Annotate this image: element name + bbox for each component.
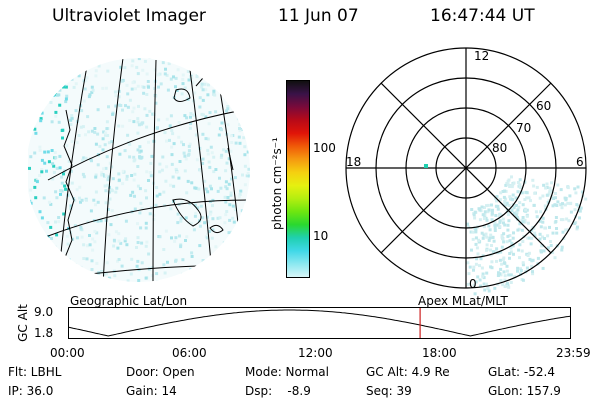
door-info: Door: Open — [126, 365, 195, 379]
colorbar-tick-100: 100 — [313, 141, 336, 155]
time-label: 16:47:44 UT — [430, 6, 535, 26]
lat-label-80: 80 — [492, 141, 507, 155]
mlt-label-18: 18 — [346, 155, 361, 169]
colorbar-label: photon cm⁻²s⁻¹ — [270, 137, 284, 230]
gc-alt-info: GC Alt: 4.9 Re — [366, 365, 450, 379]
xtick-0000: 00:00 — [50, 346, 85, 360]
polar-mlt-plot: 12 6 18 0 60 70 80 — [345, 47, 588, 296]
mode-info: Mode: Normal — [245, 365, 329, 379]
altitude-left-title: Geographic Lat/Lon — [70, 294, 188, 308]
altitude-plot — [68, 307, 571, 339]
xtick-0600: 06:00 — [172, 346, 207, 360]
mlt-label-0: 0 — [469, 277, 477, 291]
instrument-title: Ultraviolet Imager — [52, 6, 206, 26]
altitude-ytick-high: 9.0 — [34, 305, 54, 319]
gain-info: Gain: 14 — [126, 384, 177, 398]
mlt-diagonal-2 — [380, 82, 552, 254]
xtick-2359: 23:59 — [556, 346, 591, 360]
dsp-info: Dsp: -8.9 — [245, 384, 311, 398]
glat-info: GLat: -52.4 — [488, 365, 555, 379]
xtick-1200: 12:00 — [298, 346, 333, 360]
lat-label-60: 60 — [536, 99, 551, 113]
geographic-image — [28, 58, 250, 282]
lat-label-70: 70 — [516, 121, 531, 135]
altitude-plot-frame — [68, 307, 571, 339]
filter-info: Flt: LBHL — [8, 365, 62, 379]
mlt-label-6: 6 — [576, 155, 584, 169]
glon-info: GLon: 157.9 — [488, 384, 561, 398]
altitude-curve — [68, 309, 571, 337]
color-scale-bar — [286, 80, 310, 278]
colorbar-tick-10: 10 — [313, 229, 329, 243]
altitude-ytick-low: 1.8 — [34, 326, 54, 340]
mlt-label-12: 12 — [474, 49, 489, 63]
date-label: 11 Jun 07 — [278, 6, 359, 26]
xtick-1800: 18:00 — [422, 346, 457, 360]
altitude-right-title: Apex MLat/MLT — [418, 294, 508, 308]
ip-info: IP: 36.0 — [8, 384, 54, 398]
altitude-ylabel: GC Alt — [16, 304, 30, 342]
color-scale-gradient — [287, 81, 309, 277]
bright-pixel — [424, 164, 428, 168]
seq-info: Seq: 39 — [366, 384, 412, 398]
polar-emission-speckle — [466, 175, 588, 296]
